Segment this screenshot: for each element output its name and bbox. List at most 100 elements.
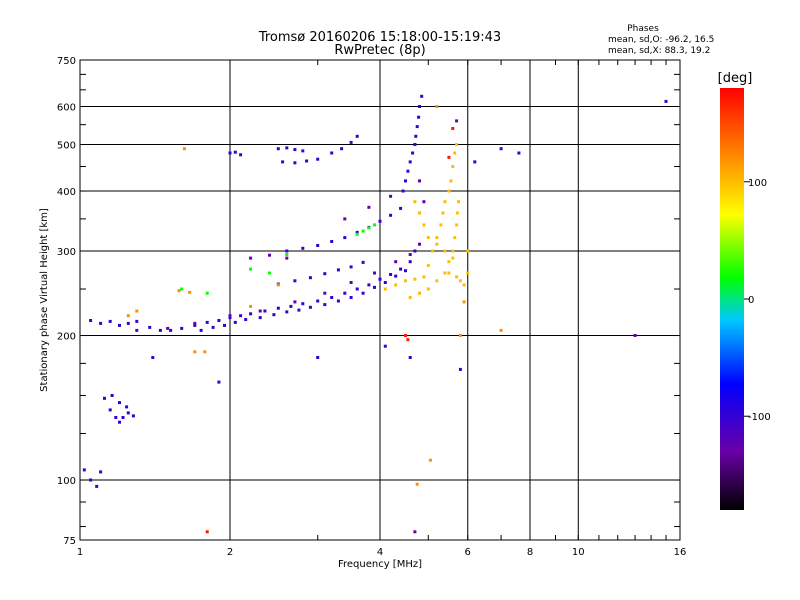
x-axis-label: Frequency [MHz] (338, 559, 422, 570)
data-point (466, 271, 470, 275)
data-point (177, 289, 181, 293)
phases-mean-x: mean, sd,X: 88.3, 19.2 (608, 46, 710, 56)
data-point (82, 468, 86, 472)
scatter-points (82, 94, 668, 534)
data-point (373, 223, 376, 227)
data-point (316, 356, 320, 359)
data-point (418, 105, 421, 108)
data-point (373, 271, 376, 275)
data-point (355, 287, 359, 291)
data-point (323, 291, 327, 295)
data-point (455, 119, 459, 123)
data-point (422, 223, 426, 227)
data-point (343, 217, 347, 221)
data-point (217, 319, 221, 322)
data-point (447, 189, 451, 193)
data-point (455, 211, 459, 215)
data-point (244, 318, 248, 321)
data-point (361, 229, 365, 233)
data-point (408, 356, 412, 359)
data-point (99, 321, 103, 325)
data-point (349, 265, 353, 269)
data-point (99, 470, 103, 474)
data-point (422, 200, 426, 204)
colorbar (720, 88, 744, 510)
y-tick-label: 500 (57, 141, 76, 152)
data-point (355, 232, 359, 236)
data-point (439, 223, 443, 227)
data-point (249, 256, 253, 260)
data-point (205, 530, 209, 534)
data-point (193, 350, 197, 354)
data-point (340, 147, 344, 151)
data-point (401, 189, 405, 193)
data-point (301, 302, 305, 306)
data-point (367, 205, 371, 209)
data-point (217, 380, 221, 384)
data-point (193, 323, 197, 327)
data-point (447, 271, 451, 275)
data-point (413, 249, 417, 253)
data-point (118, 323, 121, 327)
data-point (413, 143, 417, 146)
data-point (443, 249, 447, 253)
data-point (399, 267, 403, 271)
data-point (431, 249, 435, 253)
data-point (418, 179, 421, 183)
colorbar-tick-label: 100 (748, 178, 767, 189)
data-point (453, 151, 457, 155)
data-point (420, 94, 424, 98)
y-tick-label: 200 (57, 332, 76, 343)
data-point (349, 281, 353, 284)
data-point (166, 326, 170, 330)
data-point (289, 304, 293, 308)
data-point (404, 179, 407, 183)
data-point (447, 260, 451, 264)
data-point (418, 211, 421, 215)
data-point (451, 256, 455, 260)
y-tick-label: 400 (57, 187, 76, 198)
data-point (323, 272, 327, 276)
data-point (239, 153, 243, 157)
y-tick-label: 75 (63, 536, 76, 547)
data-point (361, 260, 365, 264)
colorbar-ticks: -100 0 100 (744, 178, 771, 423)
data-point (249, 312, 253, 316)
data-point (103, 396, 106, 400)
data-point (135, 319, 139, 323)
x-tick-label: 16 (674, 547, 687, 558)
data-point (285, 310, 289, 314)
data-point (455, 223, 459, 227)
x-tick-label: 1 (77, 547, 83, 558)
chart-subtitle: RwPretec (8p) (334, 43, 425, 58)
data-point (276, 306, 280, 310)
data-point (457, 200, 460, 204)
data-point (383, 344, 387, 348)
x-tick-label: 2 (227, 547, 233, 558)
data-point (394, 274, 398, 278)
data-point (451, 165, 455, 168)
data-point (276, 147, 280, 151)
data-point (223, 323, 226, 327)
data-point (308, 276, 312, 280)
data-point (462, 283, 466, 287)
data-point (418, 291, 421, 295)
data-point (330, 240, 334, 243)
data-point (135, 328, 139, 332)
data-point (411, 151, 415, 155)
data-point (418, 242, 421, 246)
data-point (664, 99, 668, 103)
data-point (435, 242, 439, 246)
data-point (285, 256, 289, 260)
data-point (293, 279, 297, 283)
data-point (633, 334, 637, 337)
data-point (205, 291, 209, 295)
y-tick-label: 100 (57, 476, 76, 487)
data-point (95, 484, 99, 488)
data-point (285, 249, 289, 253)
data-point (399, 206, 403, 210)
data-point (293, 300, 297, 304)
data-point (263, 309, 267, 313)
data-point (349, 296, 353, 299)
data-point (466, 249, 470, 253)
